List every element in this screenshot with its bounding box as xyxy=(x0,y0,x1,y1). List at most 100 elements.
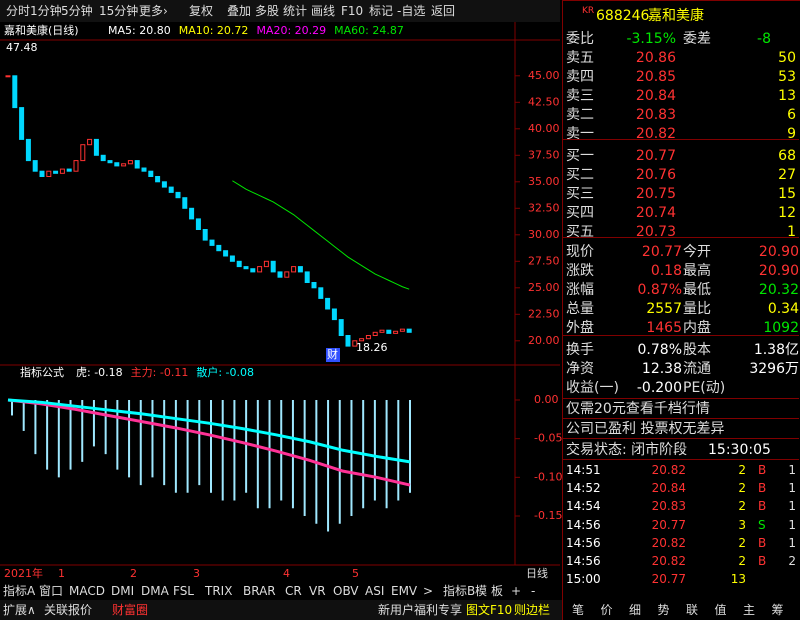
toolbar-button[interactable]: 分时 xyxy=(6,4,31,18)
y-tick-label: 22.50 xyxy=(528,307,560,320)
bottom-button[interactable]: 新用户福利专享 xyxy=(378,603,463,617)
tab-button[interactable]: DMI xyxy=(111,584,135,598)
side-tab[interactable]: 联 xyxy=(686,603,699,617)
x-tick-label: 2 xyxy=(130,567,137,580)
toolbar-button[interactable]: 5分钟 xyxy=(61,4,93,18)
candle xyxy=(386,329,392,334)
y-tick-label: 27.50 xyxy=(528,254,560,267)
side-tab[interactable]: 主 xyxy=(743,603,756,617)
toolbar-button[interactable]: -自选 xyxy=(397,4,426,18)
field-value: 1.38亿 xyxy=(753,342,799,358)
field-value: 0.34 xyxy=(767,301,799,317)
tab-button[interactable]: - xyxy=(531,584,536,598)
tab-button[interactable]: DMA xyxy=(141,584,169,598)
candle xyxy=(318,287,324,299)
field-value: 0.78% xyxy=(637,342,682,358)
order-volume: 13 xyxy=(778,88,796,104)
toolbar-button[interactable]: 多股 xyxy=(255,4,280,18)
y-tick-label: 30.00 xyxy=(528,228,560,241)
y-tick-label: 37.50 xyxy=(528,148,560,161)
bottom-button[interactable]: 扩展∧ xyxy=(3,603,36,617)
candle xyxy=(406,328,412,333)
side-tab[interactable]: 势 xyxy=(657,603,670,617)
x-tick-label: 2021年 xyxy=(4,566,43,580)
side-tab[interactable]: 价 xyxy=(600,603,613,617)
candle xyxy=(127,160,133,165)
toolbar-button[interactable]: 15分钟 xyxy=(99,4,139,18)
candle xyxy=(243,266,249,270)
order-volume: 27 xyxy=(778,167,796,183)
tab-button[interactable]: + xyxy=(511,584,522,598)
tab-button[interactable]: CR xyxy=(285,584,302,598)
toolbar-button[interactable]: 统计 xyxy=(283,4,308,18)
separator xyxy=(563,335,799,336)
candle xyxy=(372,331,378,337)
tab-button[interactable]: 板 xyxy=(491,584,504,598)
field-label: 委差 xyxy=(683,31,711,47)
candle xyxy=(338,319,344,337)
candle xyxy=(121,163,127,167)
y-tick-label: 25.00 xyxy=(528,281,560,294)
tab-button[interactable]: 指标A xyxy=(3,584,36,598)
candle xyxy=(379,329,385,333)
tab-button[interactable]: BRAR xyxy=(243,584,276,598)
toolbar-button[interactable]: 返回 xyxy=(431,4,456,18)
field-label: 今开 xyxy=(683,244,711,260)
order-price: 20.85 xyxy=(635,69,676,85)
y-tick-label: -0.15 xyxy=(534,509,562,522)
side-tab[interactable]: 笔 xyxy=(572,603,585,617)
separator xyxy=(563,237,799,238)
y-tick-label: 35.00 xyxy=(528,175,560,188)
side-tab[interactable]: 细 xyxy=(629,603,642,617)
trade-side: B xyxy=(758,535,767,550)
candle xyxy=(277,271,283,278)
field-value: 20.77 xyxy=(641,244,682,260)
order-volume: 12 xyxy=(778,205,796,221)
tab-button[interactable]: 模 xyxy=(475,584,488,598)
quote-code: 688246 xyxy=(596,8,650,24)
quote-name: 嘉和美康 xyxy=(648,8,704,24)
candle xyxy=(297,266,303,273)
order-volume: 68 xyxy=(778,148,796,164)
toolbar-button[interactable]: 1分钟 xyxy=(30,4,62,18)
candle xyxy=(195,218,201,230)
toolbar-button[interactable]: 标记 xyxy=(369,4,394,18)
tab-button[interactable]: ASI xyxy=(365,584,385,598)
order-label: 买二 xyxy=(566,167,594,183)
y-tick-label: 42.50 xyxy=(528,95,560,108)
tab-button[interactable]: 指标B xyxy=(443,584,476,598)
tab-button[interactable]: 窗口 xyxy=(39,584,64,598)
toolbar-button[interactable]: 画线 xyxy=(311,4,336,18)
indicator-legend: 散户: -0.08 xyxy=(196,365,254,379)
candle xyxy=(66,168,72,172)
bottom-button[interactable]: 图文F10 xyxy=(466,603,513,617)
field-label: 换手 xyxy=(566,342,594,358)
x-tick-label: 3 xyxy=(193,567,200,580)
trade-time: 14:51 xyxy=(566,463,601,477)
tab-button[interactable]: MACD xyxy=(69,584,105,598)
high-label: 47.48 xyxy=(6,41,38,54)
candle xyxy=(155,176,161,183)
trade-side: B xyxy=(758,481,767,496)
tab-button[interactable]: VR xyxy=(309,584,326,598)
toolbar-button[interactable]: 更多› xyxy=(139,4,168,18)
tab-button[interactable]: EMV xyxy=(391,584,418,598)
candle xyxy=(114,162,120,167)
tab-button[interactable]: > xyxy=(423,584,434,598)
bottom-button[interactable]: 则边栏 xyxy=(514,603,551,617)
y-tick-label: 20.00 xyxy=(528,334,560,347)
toolbar-button[interactable]: 复权 xyxy=(189,4,214,18)
tab-button[interactable]: FSL xyxy=(173,584,194,598)
toolbar-button[interactable]: F10 xyxy=(341,4,364,18)
bottom-button[interactable]: 财富圈 xyxy=(112,603,149,617)
candle xyxy=(73,160,79,172)
toolbar-button[interactable]: 叠加 xyxy=(227,4,252,18)
tab-button[interactable]: TRIX xyxy=(205,584,233,598)
order-label: 卖四 xyxy=(566,69,594,85)
side-tab[interactable]: 值 xyxy=(714,603,727,617)
tab-button[interactable]: OBV xyxy=(333,584,359,598)
field-value: 3296万 xyxy=(749,361,799,377)
pane-title: 指标公式 xyxy=(20,365,64,379)
bottom-button[interactable]: 关联报价 xyxy=(44,603,93,617)
side-tab[interactable]: 筹 xyxy=(771,603,784,617)
